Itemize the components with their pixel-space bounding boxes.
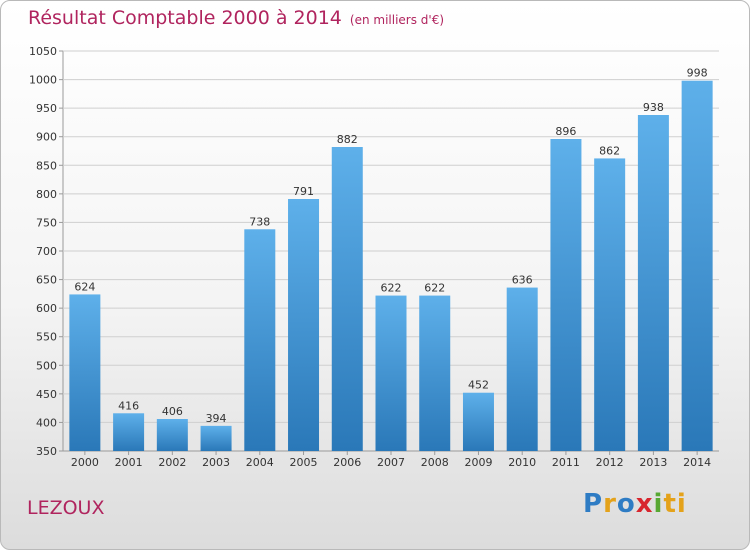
x-tick-label-2002: 2002 xyxy=(158,456,186,469)
chart-title: Résultat Comptable 2000 à 2014 (en millie… xyxy=(28,7,444,29)
x-tick-label-2006: 2006 xyxy=(333,456,361,469)
y-tick-label: 450 xyxy=(36,388,57,401)
x-tick-label-2001: 2001 xyxy=(115,456,143,469)
bar-2013 xyxy=(637,115,669,451)
chart-subtitle: (en milliers d'€) xyxy=(349,13,445,27)
value-label-2014: 998 xyxy=(687,67,708,80)
x-tick-label-2008: 2008 xyxy=(421,456,449,469)
bar-2003 xyxy=(200,425,232,451)
bar-2009 xyxy=(462,392,494,451)
y-tick-label: 1000 xyxy=(29,74,57,87)
value-label-2009: 452 xyxy=(468,379,489,392)
y-tick-label: 700 xyxy=(36,245,57,258)
bar-2008 xyxy=(419,295,451,451)
bar-2004 xyxy=(244,229,276,451)
y-tick-label: 900 xyxy=(36,131,57,144)
bar-2011 xyxy=(550,139,582,451)
y-tick-label: 850 xyxy=(36,159,57,172)
bar-2000 xyxy=(69,294,101,451)
y-tick-label: 550 xyxy=(36,331,57,344)
x-tick-label-2009: 2009 xyxy=(464,456,492,469)
bar-2014 xyxy=(681,80,713,451)
bar-2010 xyxy=(506,287,538,451)
value-label-2013: 938 xyxy=(643,101,664,114)
y-tick-label: 350 xyxy=(36,445,57,458)
x-tick-label-2003: 2003 xyxy=(202,456,230,469)
value-label-2010: 636 xyxy=(512,274,533,287)
x-tick-label-2000: 2000 xyxy=(71,456,99,469)
y-tick-label: 650 xyxy=(36,274,57,287)
bar-2001 xyxy=(113,413,145,451)
y-tick-label: 500 xyxy=(36,359,57,372)
bar-2002 xyxy=(156,419,188,451)
bar-2012 xyxy=(594,158,626,451)
y-tick-label: 950 xyxy=(36,102,57,115)
x-tick-label-2005: 2005 xyxy=(290,456,318,469)
value-label-2000: 624 xyxy=(74,280,95,293)
x-tick-label-2014: 2014 xyxy=(683,456,711,469)
chart-title-text: Résultat Comptable 2000 à 2014 xyxy=(28,7,342,29)
y-tick-label: 750 xyxy=(36,216,57,229)
value-label-2004: 738 xyxy=(249,215,270,228)
y-tick-label: 800 xyxy=(36,188,57,201)
proxiti-logo: Proxiti xyxy=(583,489,687,519)
bar-2006 xyxy=(331,147,363,451)
x-tick-label-2010: 2010 xyxy=(508,456,536,469)
y-tick-label: 600 xyxy=(36,302,57,315)
city-name: LEZOUX xyxy=(27,497,105,519)
value-label-2011: 896 xyxy=(555,125,576,138)
value-label-2005: 791 xyxy=(293,185,314,198)
value-label-2012: 862 xyxy=(599,144,620,157)
bar-2007 xyxy=(375,295,407,451)
x-tick-label-2004: 2004 xyxy=(246,456,274,469)
value-label-2001: 416 xyxy=(118,399,139,412)
value-label-2008: 622 xyxy=(424,282,445,295)
x-tick-label-2013: 2013 xyxy=(639,456,667,469)
value-label-2002: 406 xyxy=(162,405,183,418)
bar-2005 xyxy=(288,199,320,451)
y-tick-label: 400 xyxy=(36,416,57,429)
x-tick-label-2007: 2007 xyxy=(377,456,405,469)
x-tick-label-2012: 2012 xyxy=(596,456,624,469)
value-label-2006: 882 xyxy=(337,133,358,146)
x-tick-label-2011: 2011 xyxy=(552,456,580,469)
value-label-2007: 622 xyxy=(381,282,402,295)
value-label-2003: 394 xyxy=(206,412,227,425)
y-tick-label: 1050 xyxy=(29,45,57,58)
